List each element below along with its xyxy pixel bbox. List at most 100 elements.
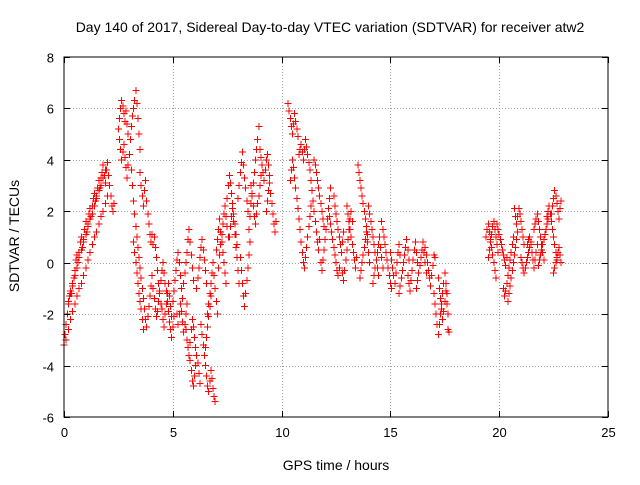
data-point (114, 125, 122, 133)
data-point (377, 243, 385, 251)
data-point (250, 169, 258, 177)
data-point (212, 297, 220, 305)
data-point (99, 161, 107, 169)
data-point (136, 169, 144, 177)
data-point (77, 246, 85, 254)
data-point (363, 228, 370, 236)
data-point (318, 266, 326, 274)
data-point (138, 284, 146, 292)
data-point (190, 323, 197, 331)
data-point (521, 264, 529, 272)
data-point (366, 259, 374, 267)
data-point (303, 143, 311, 151)
data-point (429, 261, 437, 269)
data-point (361, 215, 369, 223)
data-point (294, 133, 302, 141)
data-point (517, 218, 525, 226)
data-point (99, 174, 107, 182)
data-point (137, 182, 145, 190)
data-point (257, 153, 265, 161)
data-point (138, 192, 146, 200)
data-point (541, 230, 549, 238)
data-point (212, 246, 220, 254)
data-point (553, 200, 561, 208)
data-point (129, 112, 136, 120)
data-point (514, 228, 522, 236)
data-point (373, 248, 381, 256)
data-point (522, 259, 530, 267)
data-point (243, 277, 251, 285)
data-point (246, 238, 254, 246)
data-point (218, 230, 226, 238)
data-point (153, 313, 160, 321)
data-point (532, 248, 540, 256)
data-point (187, 251, 195, 259)
data-point (378, 254, 386, 262)
data-point (207, 367, 215, 375)
data-point (530, 264, 538, 272)
data-point (178, 308, 185, 316)
data-point (357, 266, 365, 274)
data-point (169, 323, 177, 331)
data-point (264, 197, 271, 205)
data-point (445, 328, 453, 336)
data-point (205, 300, 213, 308)
data-point (334, 225, 342, 233)
data-point (289, 130, 296, 138)
data-point (536, 256, 543, 264)
data-point (220, 259, 228, 267)
data-point (256, 146, 264, 154)
x-axis-label: GPS time / hours (283, 457, 390, 473)
data-point (192, 344, 200, 352)
data-point (227, 223, 234, 231)
data-point (77, 279, 85, 287)
data-point (191, 372, 199, 380)
data-point (245, 251, 253, 259)
y-axis-label: SDTVAR / TECUs (6, 180, 22, 292)
data-point (110, 200, 118, 208)
data-point (261, 166, 269, 174)
data-point (166, 292, 173, 300)
data-point (166, 318, 173, 326)
data-point (106, 182, 114, 190)
data-point (333, 218, 341, 226)
data-point (334, 272, 342, 280)
data-point (132, 86, 140, 94)
data-point (427, 282, 435, 290)
data-point (372, 256, 380, 264)
data-point (517, 254, 525, 262)
x-tick-label: 25 (601, 425, 615, 440)
data-point (133, 269, 141, 277)
data-point (499, 246, 506, 254)
data-point (225, 233, 233, 241)
data-point (240, 161, 247, 169)
data-point (547, 210, 555, 218)
data-point (200, 256, 208, 264)
data-point (358, 259, 366, 267)
grid-lines (64, 57, 608, 417)
data-point (225, 171, 233, 179)
data-point (291, 110, 299, 118)
data-point (199, 246, 207, 254)
data-point (320, 246, 328, 254)
data-point (543, 220, 551, 228)
data-point (139, 202, 147, 210)
data-point (343, 246, 351, 254)
axis-ticks: 0 5 10 15 20 25 -6 -4 -2 0 2 4 6 8 (42, 51, 615, 441)
data-point (182, 310, 190, 318)
data-point (331, 251, 339, 259)
data-point (360, 207, 368, 215)
y-tick-label: -4 (42, 360, 54, 375)
data-point (93, 194, 101, 202)
data-point (116, 115, 123, 123)
data-point (397, 274, 405, 282)
data-point (493, 220, 501, 228)
data-point (95, 187, 103, 195)
data-point (367, 218, 375, 226)
data-point (365, 202, 373, 210)
data-point (299, 156, 307, 164)
data-point (135, 290, 143, 298)
x-tick-label: 20 (492, 425, 506, 440)
data-point (337, 248, 345, 256)
data-point (294, 205, 302, 213)
